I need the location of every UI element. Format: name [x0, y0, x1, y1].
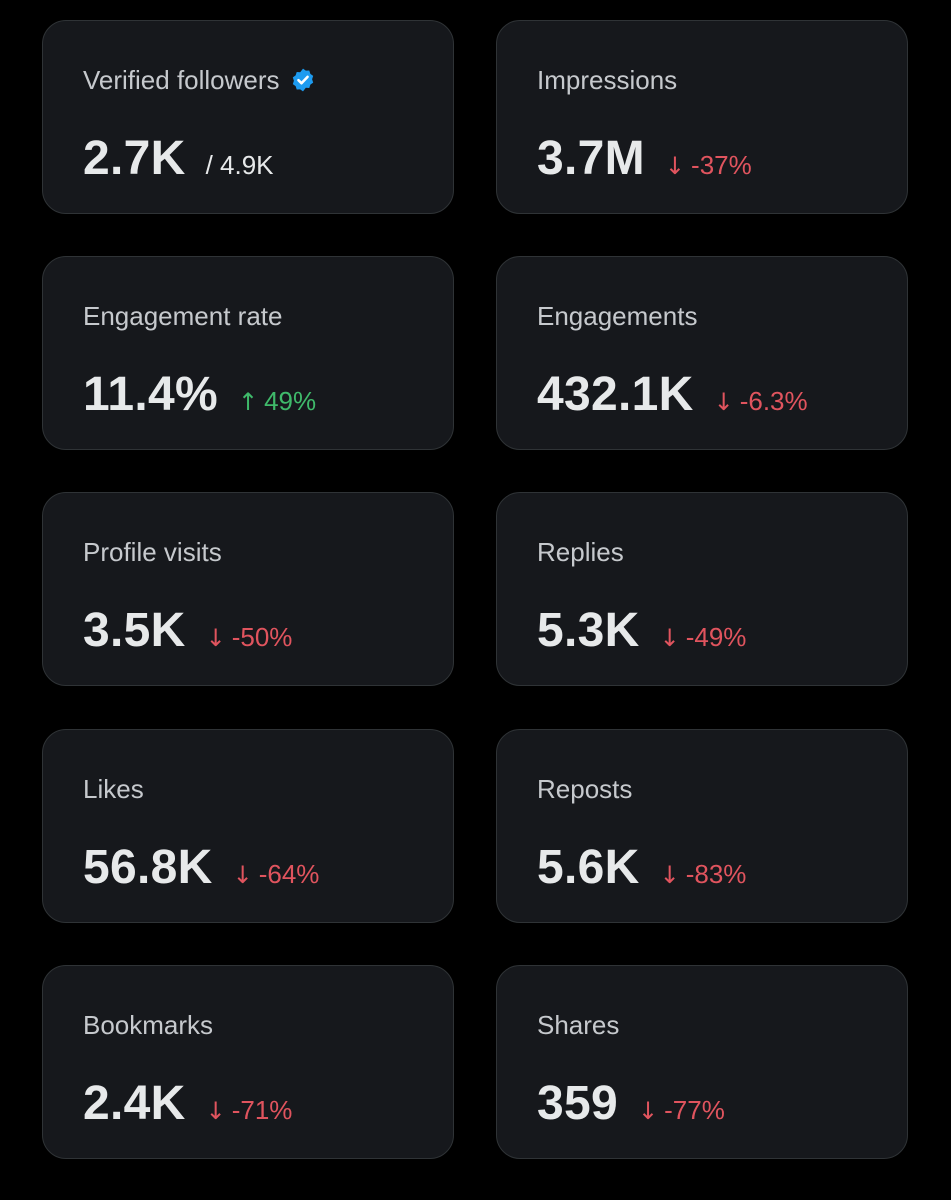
- metric-card-impressions[interactable]: Impressions 3.7M ↓ -37%: [496, 20, 908, 214]
- metric-value: 432.1K: [537, 368, 694, 421]
- metric-change: ↓ -64%: [233, 859, 320, 890]
- arrow-down-icon: ↓: [659, 624, 680, 652]
- metric-change: ↓ -49%: [660, 622, 747, 653]
- metric-change: ↓ -50%: [206, 622, 293, 653]
- metric-card-shares[interactable]: Shares 359 ↓ -77%: [496, 965, 908, 1159]
- metric-card-bookmarks[interactable]: Bookmarks 2.4K ↓ -71%: [42, 965, 454, 1159]
- metric-label: Verified followers: [83, 65, 280, 95]
- metric-label: Profile visits: [83, 537, 222, 567]
- arrow-down-icon: ↓: [205, 1097, 226, 1125]
- metric-value: 5.6K: [537, 841, 640, 894]
- metric-card-verified-followers[interactable]: Verified followers 2.7K / 4.9K: [42, 20, 454, 214]
- metric-change-value: -83%: [685, 859, 747, 889]
- metric-value-row: 11.4% ↑ 49%: [83, 365, 316, 425]
- metric-value-row: 56.8K ↓ -64%: [83, 838, 319, 898]
- metric-label: Likes: [83, 774, 144, 804]
- metric-label-row: Reposts: [537, 772, 632, 806]
- metric-value: 3.7M: [537, 132, 645, 185]
- arrow-down-icon: ↓: [659, 861, 680, 889]
- metric-value: 3.5K: [83, 604, 186, 657]
- metric-value-row: 2.4K ↓ -71%: [83, 1074, 292, 1134]
- metric-card-likes[interactable]: Likes 56.8K ↓ -64%: [42, 729, 454, 923]
- metric-value-row: 5.3K ↓ -49%: [537, 601, 746, 661]
- metric-change: ↑ 49%: [238, 386, 316, 417]
- metric-change-value: -77%: [664, 1095, 725, 1125]
- metric-label: Engagement rate: [83, 301, 283, 331]
- metric-change: ↓ -83%: [660, 859, 747, 890]
- arrow-up-icon: ↑: [237, 388, 259, 416]
- metric-change-value: -49%: [685, 622, 747, 652]
- arrow-down-icon: ↓: [713, 388, 734, 416]
- metric-label-row: Likes: [83, 772, 144, 806]
- metric-value: 2.4K: [83, 1077, 186, 1130]
- metric-change-value: -71%: [231, 1095, 293, 1125]
- metric-change-value: -37%: [691, 150, 752, 180]
- metric-value: 359: [537, 1077, 618, 1130]
- metric-change: ↓ -37%: [665, 150, 752, 181]
- metric-label: Bookmarks: [83, 1010, 214, 1040]
- metric-label-row: Impressions: [537, 63, 677, 97]
- arrow-down-icon: ↓: [638, 1097, 659, 1125]
- arrow-down-icon: ↓: [232, 861, 253, 889]
- metric-change: ↓ -71%: [206, 1095, 293, 1126]
- metric-value-row: 3.7M ↓ -37%: [537, 129, 752, 189]
- metric-value-row: 359 ↓ -77%: [537, 1074, 725, 1134]
- metric-label-row: Engagement rate: [83, 299, 282, 333]
- metric-label: Shares: [537, 1010, 620, 1040]
- arrow-down-icon: ↓: [664, 152, 686, 180]
- metric-change-value: -6.3%: [739, 386, 808, 416]
- metric-card-engagements[interactable]: Engagements 432.1K ↓ -6.3%: [496, 256, 908, 450]
- metric-label-row: Replies: [537, 535, 624, 569]
- metric-value: 56.8K: [83, 841, 213, 894]
- metric-value: 5.3K: [537, 604, 640, 657]
- metric-value-row: 432.1K ↓ -6.3%: [537, 365, 808, 425]
- metric-total: / 4.9K: [205, 150, 274, 180]
- metric-label: Engagements: [537, 301, 698, 331]
- metric-value: 11.4%: [83, 368, 218, 421]
- metric-label-row: Verified followers: [83, 63, 316, 97]
- metric-change-value: -64%: [258, 859, 320, 889]
- metric-value: 2.7K: [83, 132, 186, 185]
- metric-label-row: Engagements: [537, 299, 697, 333]
- metric-change: ↓ -77%: [638, 1095, 725, 1126]
- metric-label: Replies: [537, 537, 624, 567]
- metric-change-value: 49%: [264, 386, 317, 416]
- metric-change: ↓ -6.3%: [714, 386, 808, 417]
- metric-label-row: Shares: [537, 1008, 619, 1042]
- metric-label-row: Bookmarks: [83, 1008, 213, 1042]
- metric-card-reposts[interactable]: Reposts 5.6K ↓ -83%: [496, 729, 908, 923]
- metric-value-row: 5.6K ↓ -83%: [537, 838, 746, 898]
- arrow-down-icon: ↓: [205, 624, 226, 652]
- metric-card-engagement-rate[interactable]: Engagement rate 11.4% ↑ 49%: [42, 256, 454, 450]
- metric-card-replies[interactable]: Replies 5.3K ↓ -49%: [496, 492, 908, 686]
- metric-label-row: Profile visits: [83, 535, 222, 569]
- verified-badge-icon: [290, 67, 316, 93]
- metric-label: Impressions: [537, 65, 678, 95]
- metric-value-row: 2.7K / 4.9K: [83, 129, 274, 189]
- metric-card-profile-visits[interactable]: Profile visits 3.5K ↓ -50%: [42, 492, 454, 686]
- metric-change-value: -50%: [231, 622, 293, 652]
- metric-label: Reposts: [537, 774, 633, 804]
- metric-value-row: 3.5K ↓ -50%: [83, 601, 292, 661]
